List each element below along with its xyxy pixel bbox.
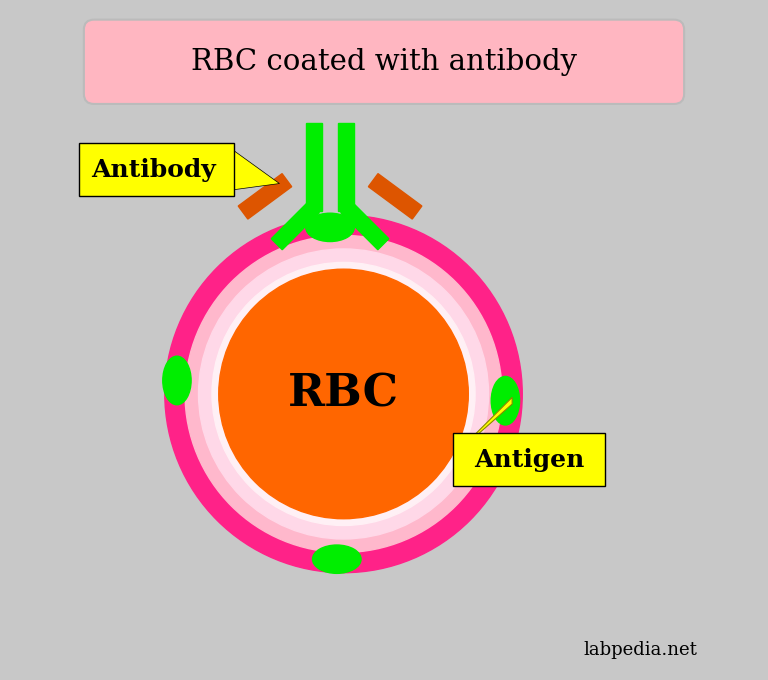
Text: Antigen: Antigen: [474, 447, 584, 472]
FancyBboxPatch shape: [453, 433, 604, 486]
Text: RBC: RBC: [288, 373, 399, 415]
FancyArrow shape: [339, 123, 354, 211]
Ellipse shape: [163, 356, 191, 405]
Circle shape: [198, 249, 488, 539]
Text: labpedia.net: labpedia.net: [584, 641, 697, 659]
Polygon shape: [455, 397, 512, 455]
Circle shape: [165, 216, 522, 573]
Ellipse shape: [313, 545, 361, 573]
Ellipse shape: [492, 377, 520, 425]
Circle shape: [212, 262, 475, 526]
FancyArrow shape: [306, 123, 322, 211]
Polygon shape: [232, 150, 280, 190]
Text: Antibody: Antibody: [91, 158, 216, 182]
FancyArrow shape: [238, 173, 292, 219]
FancyArrow shape: [369, 173, 422, 219]
FancyArrow shape: [271, 202, 319, 250]
Text: RBC coated with antibody: RBC coated with antibody: [191, 48, 577, 76]
Circle shape: [185, 235, 502, 552]
FancyBboxPatch shape: [84, 20, 684, 104]
FancyArrow shape: [341, 202, 389, 250]
Ellipse shape: [306, 214, 354, 241]
Circle shape: [219, 269, 468, 519]
FancyBboxPatch shape: [79, 143, 233, 197]
